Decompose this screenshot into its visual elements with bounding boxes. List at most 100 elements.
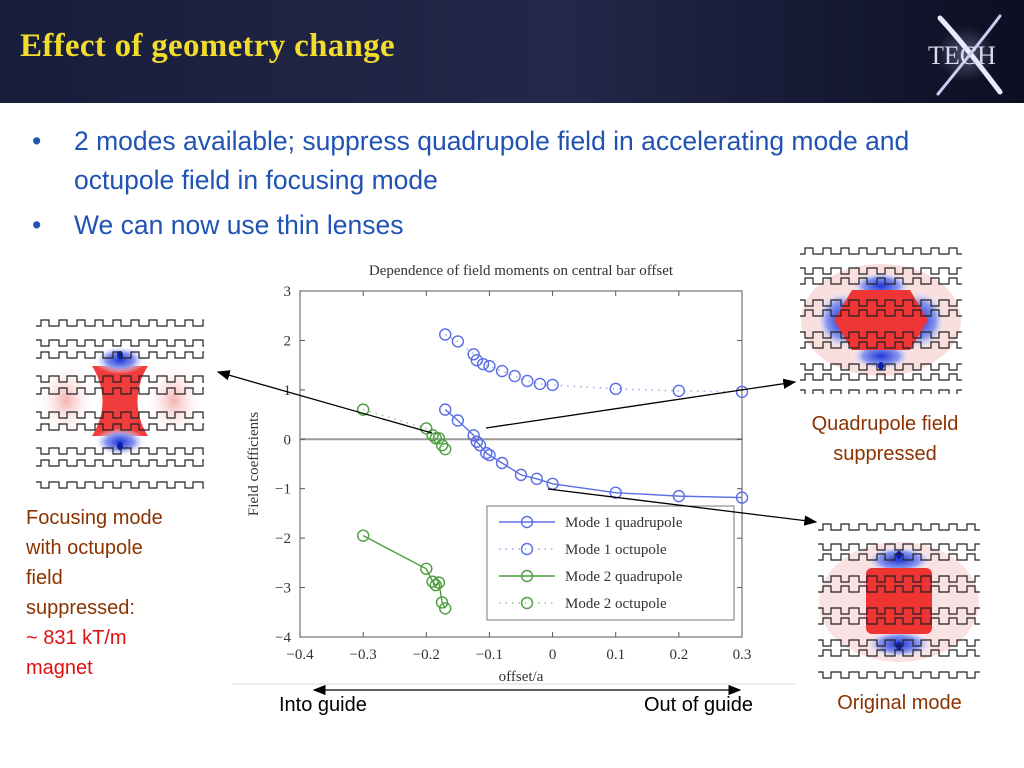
out-of-guide-label: Out of guide (644, 694, 753, 716)
data-point (429, 432, 442, 445)
waveguide-wire (818, 639, 980, 647)
data-point (435, 596, 449, 609)
x-tick-label: −0.2 (413, 647, 440, 663)
arrow-to-original-mode (547, 488, 818, 526)
y-tick-label: −2 (275, 531, 291, 547)
waveguide-wire (800, 277, 962, 285)
focusing-mode-caption: Focusing mode with octupole field suppre… (26, 507, 163, 679)
svg-text:TECH: TECH (928, 41, 996, 70)
data-point (514, 468, 528, 482)
legend-marker (520, 515, 534, 529)
waveguide-wire (36, 447, 204, 455)
waveguide-wire (818, 575, 980, 583)
data-point (672, 384, 686, 398)
data-point (439, 328, 452, 341)
data-point (356, 529, 370, 542)
data-point (473, 439, 487, 452)
data-point (470, 354, 483, 367)
bullet-item: • 2 modes available; suppress quadrupole … (28, 122, 928, 200)
data-point (495, 456, 509, 470)
legend-label: Mode 2 octupole (565, 596, 667, 612)
data-point (609, 486, 622, 499)
data-point (439, 403, 452, 416)
waveguide-wire (800, 373, 962, 381)
waveguide-wire (36, 423, 204, 431)
waveguide-wire (36, 411, 204, 419)
legend-marker (520, 596, 534, 610)
waveguide-wire (818, 585, 980, 593)
waveguide-wire (800, 309, 962, 317)
data-point (439, 442, 452, 456)
data-point (530, 472, 543, 486)
data-point (429, 578, 442, 592)
y-tick-label: 3 (284, 284, 292, 300)
y-tick-label: 1 (284, 383, 292, 399)
quadrupole-suppressed-field-map (800, 246, 962, 394)
waveguide-wire (36, 375, 204, 383)
x-tick-label: −0.4 (286, 647, 314, 663)
data-point (735, 385, 749, 399)
data-point (609, 382, 622, 396)
title-bar (0, 0, 1024, 103)
quadrupole-suppressed-caption: Quadrupole field suppressed (811, 413, 959, 465)
waveguide-wire (36, 351, 204, 359)
legend-marker (520, 542, 534, 556)
waveguide-wire (818, 523, 980, 531)
bullet-list: • 2 modes available; suppress quadrupole … (28, 122, 928, 251)
data-point (420, 562, 433, 575)
data-point (426, 575, 439, 588)
series-line-2 (362, 535, 446, 609)
waveguide-wire (800, 363, 962, 371)
waveguide-wire (36, 339, 204, 347)
data-point (435, 439, 449, 452)
data-point (467, 348, 480, 361)
x-tick-label: 0.2 (669, 647, 688, 663)
data-point (546, 378, 559, 392)
y-tick-label: −3 (275, 581, 291, 597)
bullet-dot-icon: • (32, 210, 42, 240)
data-point (735, 491, 749, 504)
waveguide-wire (36, 387, 204, 395)
data-point (467, 429, 480, 442)
data-point (533, 377, 547, 391)
data-point (480, 446, 493, 460)
arrow-to-focusing-mode (216, 370, 433, 434)
waveguide-wire (800, 267, 962, 275)
data-point (451, 414, 465, 427)
waveguide-wire (36, 319, 204, 327)
data-point (672, 489, 686, 503)
x-tick-label: −0.1 (476, 647, 503, 663)
x-tick-label: −0.3 (350, 647, 377, 663)
data-point (426, 429, 439, 442)
x-tick-label: 0.1 (606, 647, 625, 663)
data-point (521, 374, 534, 388)
x-tick-label: 0.3 (733, 647, 752, 663)
data-point (483, 359, 496, 373)
waveguide-wire (818, 607, 980, 615)
y-tick-label: 0 (284, 432, 292, 448)
data-point (495, 364, 509, 378)
waveguide-wire (36, 481, 204, 489)
y-tick-label: 2 (284, 333, 292, 349)
waveguide-wire (818, 671, 980, 679)
data-point (432, 576, 446, 589)
data-point (508, 369, 521, 383)
y-tick-label: −1 (275, 482, 291, 498)
chart-title: Dependence of field moments on central b… (369, 263, 674, 279)
data-point (432, 432, 446, 445)
bullet-item: • We can now use thin lenses (28, 206, 928, 245)
original-mode-field-map (818, 522, 980, 682)
waveguide-wire (800, 299, 962, 307)
arrow-to-quadrupole-suppressed (485, 378, 797, 429)
waveguide-wire (818, 649, 980, 657)
series-line-3 (362, 408, 446, 450)
waveguide-wire (800, 341, 962, 349)
data-point (476, 357, 490, 371)
data-point (356, 403, 370, 416)
original-mode-caption: Original mode (837, 692, 962, 714)
focusing-mode-field-map (36, 318, 204, 490)
legend-label: Mode 2 quadrupole (565, 569, 683, 585)
data-point (483, 448, 496, 462)
data-point (470, 435, 483, 448)
